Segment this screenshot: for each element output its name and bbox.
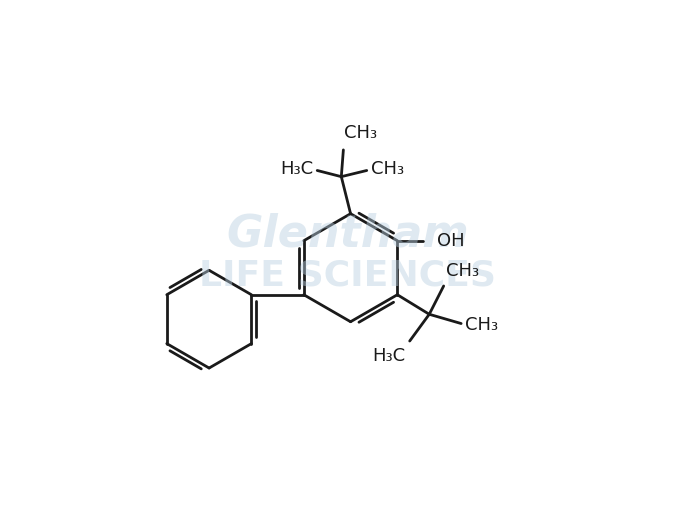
Text: CH₃: CH₃ — [446, 262, 480, 280]
Text: H₃C: H₃C — [372, 347, 406, 365]
Text: LIFE SCIENCES: LIFE SCIENCES — [200, 258, 496, 292]
Text: CH₃: CH₃ — [371, 161, 404, 178]
Text: H₃C: H₃C — [280, 161, 313, 178]
Text: CH₃: CH₃ — [465, 316, 498, 333]
Text: CH₃: CH₃ — [345, 124, 377, 142]
Text: Glentham: Glentham — [227, 213, 469, 256]
Text: OH: OH — [438, 232, 465, 250]
